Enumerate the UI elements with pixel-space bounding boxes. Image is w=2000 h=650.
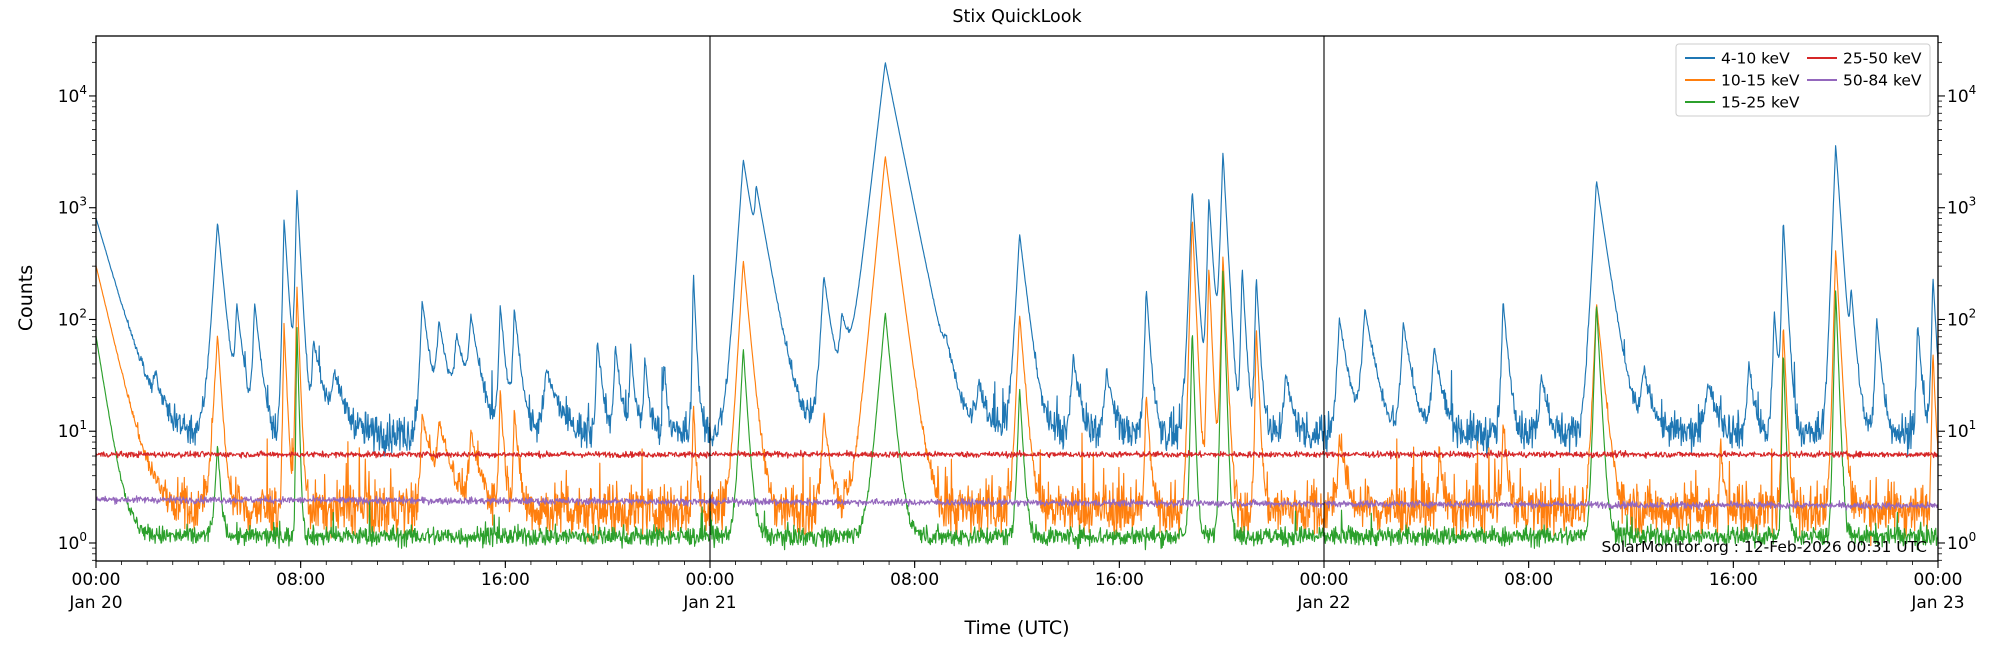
series-line-4-10-keV <box>96 62 1938 458</box>
y-tick-label-right: 103 <box>1947 195 1976 219</box>
series-lines <box>96 62 1938 551</box>
legend-label-25-50-keV: 25-50 keV <box>1843 50 1922 68</box>
x-tick-label: 00:00 <box>1914 570 1963 590</box>
day-boundary-lines <box>709 36 1325 561</box>
x-tick-label: 16:00 <box>1709 570 1758 590</box>
legend-box <box>1675 43 1931 117</box>
legend-label-4-10-keV: 4-10 keV <box>1721 50 1790 68</box>
y-tick-label-right: 102 <box>1947 306 1976 330</box>
x-date-label: Jan 21 <box>682 593 736 613</box>
series-line-15-25-keV <box>96 270 1938 551</box>
watermark-text: SolarMonitor.org : 12-Feb-2026 00:31 UTC <box>1601 538 1927 556</box>
legend: 4-10 keV 10-15 keV 15-25 keV 25-50 keV 50-84… <box>1675 43 1931 117</box>
x-tick-label: 00:00 <box>72 570 121 590</box>
x-tick-label: 08:00 <box>890 570 939 590</box>
x-tick-label: 16:00 <box>1095 570 1144 590</box>
y-tick-label-left: 103 <box>58 195 87 219</box>
y-tick-label-right: 104 <box>1947 83 1976 107</box>
y-tick-label-left: 102 <box>58 306 87 330</box>
x-axis-label: Time (UTC) <box>964 617 1070 639</box>
legend-label-50-84-keV: 50-84 keV <box>1843 72 1922 90</box>
legend-label-15-25-keV: 15-25 keV <box>1721 94 1800 112</box>
series-line-10-15-keV <box>96 156 1938 547</box>
x-tick-label: 08:00 <box>276 570 325 590</box>
series-line-25-50-keV <box>96 449 1938 460</box>
x-tick-label: 16:00 <box>481 570 530 590</box>
y-tick-label-right: 101 <box>1947 418 1976 442</box>
y-tick-label-left: 100 <box>58 530 87 554</box>
axes: 00:00 Jan 20 08:00 16:00 00:00 Jan 21 08:00 16:… <box>58 35 1976 613</box>
y-tick-label-right: 100 <box>1947 530 1976 554</box>
y-axis-label: Counts <box>15 264 37 332</box>
y-tick-label-left: 104 <box>58 83 87 107</box>
x-tick-label: 00:00 <box>1300 570 1349 590</box>
chart-title: Stix QuickLook <box>952 7 1082 27</box>
x-tick-label: 08:00 <box>1504 570 1553 590</box>
x-date-label: Jan 22 <box>1296 593 1350 613</box>
series-line-50-84-keV <box>96 495 1938 511</box>
x-tick-label: 00:00 <box>686 570 735 590</box>
y-tick-label-left: 101 <box>58 418 87 442</box>
x-date-label: Jan 20 <box>68 593 122 613</box>
legend-label-10-15-keV: 10-15 keV <box>1721 72 1800 90</box>
x-date-label: Jan 23 <box>1910 593 1964 613</box>
